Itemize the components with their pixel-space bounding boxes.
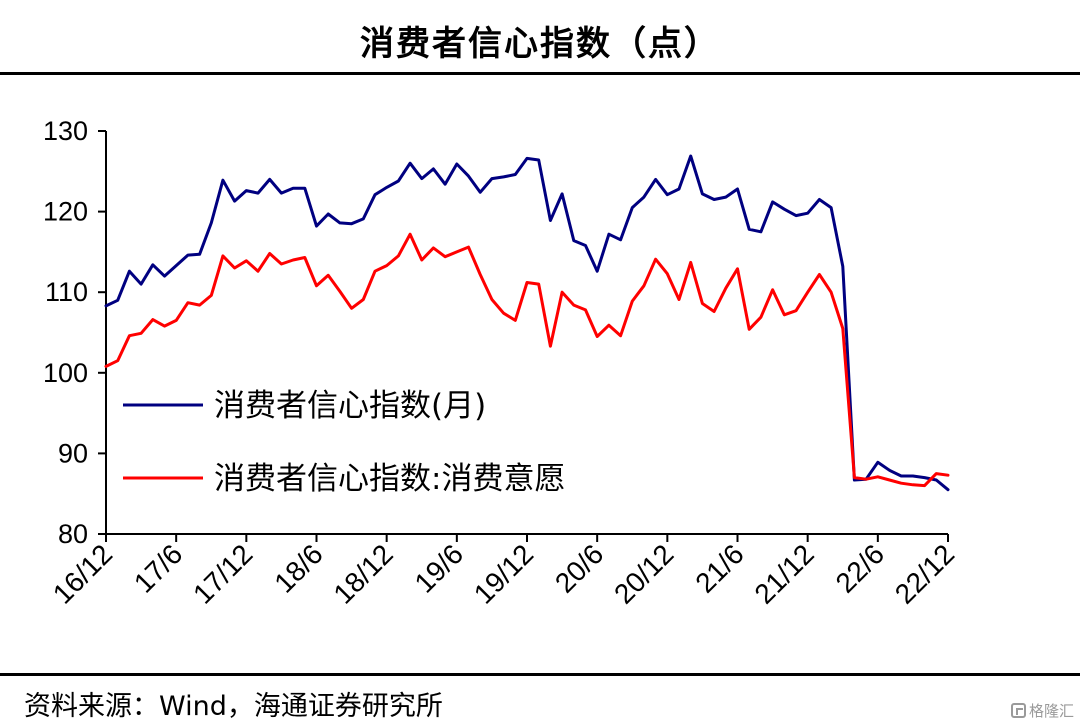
- x-tick-label: 21/6: [689, 538, 749, 598]
- watermark-logo-icon: [1010, 703, 1026, 718]
- y-tick-label: 110: [45, 277, 88, 307]
- x-tick-label: 18/6: [268, 538, 328, 598]
- x-tick-label: 20/12: [608, 538, 679, 609]
- legend-label-1: 消费者信心指数(月): [214, 388, 486, 424]
- x-tick-label: 20/6: [549, 538, 609, 598]
- y-tick-label: 130: [43, 116, 88, 146]
- x-tick-label: 22/6: [830, 538, 890, 598]
- x-tick-label: 17/6: [128, 538, 188, 598]
- x-tick-label: 18/12: [327, 538, 398, 609]
- legend-label-2: 消费者信心指数:消费意愿: [214, 461, 565, 497]
- x-tick-label: 21/12: [748, 538, 819, 609]
- x-tick-label: 19/6: [409, 538, 469, 598]
- footer-divider: [0, 673, 1080, 676]
- series-line-1: [104, 154, 950, 492]
- y-tick-label: 120: [43, 197, 88, 227]
- x-tick-label: 19/12: [468, 538, 539, 609]
- y-tick-label: 80: [58, 519, 88, 549]
- source-note: 资料来源：Wind，海通证券研究所: [24, 691, 443, 722]
- watermark-text: 格隆汇: [1028, 702, 1074, 720]
- x-tick-label: 17/12: [187, 538, 258, 609]
- y-tick-label: 90: [58, 438, 88, 468]
- series-layer: [104, 154, 950, 492]
- x-tick-label: 16/12: [47, 538, 118, 609]
- legend: 消费者信心指数(月) 消费者信心指数:消费意愿: [123, 388, 565, 497]
- x-tick-label: 22/12: [889, 538, 960, 609]
- y-tick-label: 100: [43, 358, 88, 388]
- title-bar: 消费者信心指数（点）: [0, 0, 1080, 75]
- series-line-2: [104, 232, 950, 488]
- chart-title: 消费者信心指数（点）: [360, 24, 720, 64]
- watermark: 格隆汇: [1010, 700, 1074, 721]
